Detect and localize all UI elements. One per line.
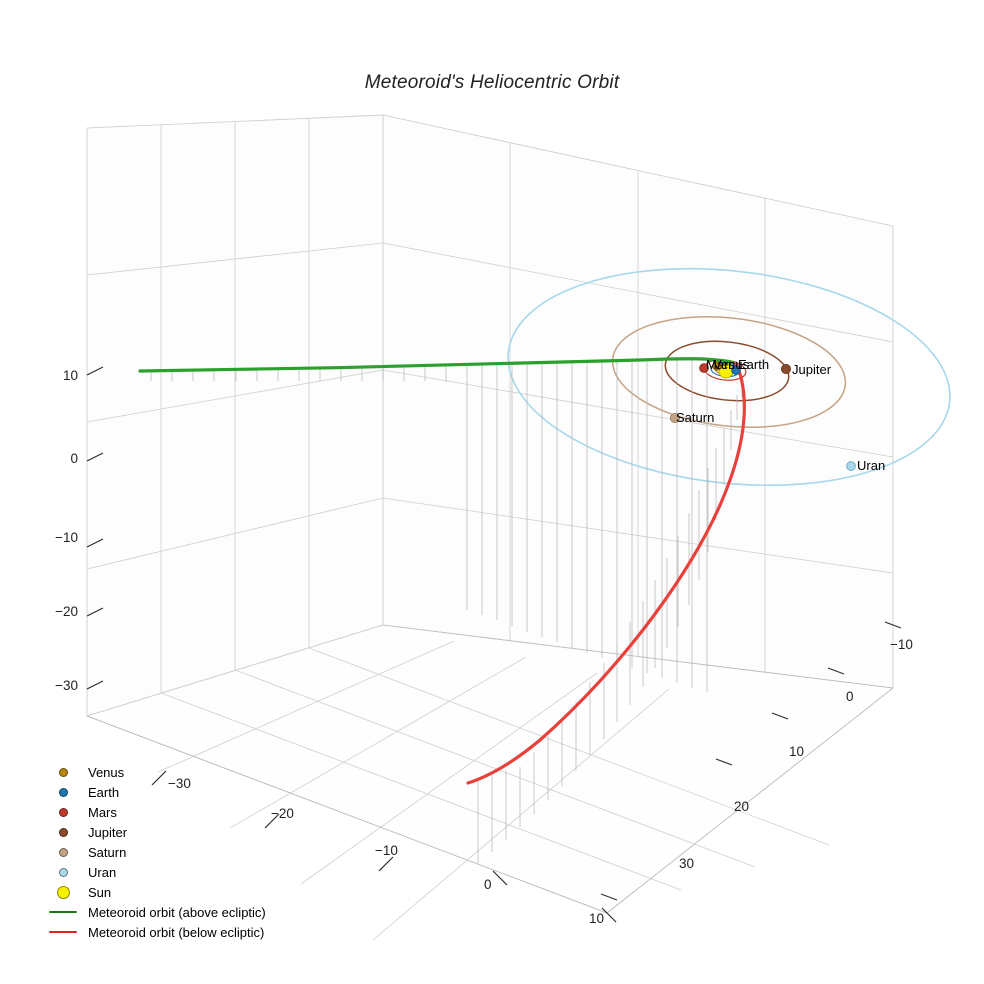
- legend-marker-uran-icon: [46, 867, 80, 877]
- x-tick-label-m30: −30: [168, 776, 191, 791]
- plot-label-uran: Uran: [857, 458, 886, 473]
- trajectory-stem-lines: [150, 358, 743, 863]
- marker-saturn: [670, 412, 681, 423]
- axis-tick-marks: [86, 366, 902, 923]
- legend-line-below-ecliptic-icon: [46, 930, 80, 934]
- plot-label-saturn: Saturn: [676, 410, 715, 425]
- legend-marker-venus-icon: [46, 767, 80, 777]
- legend-item-uran[interactable]: Uran: [46, 862, 346, 882]
- z-tick-label-m10: −10: [55, 530, 78, 545]
- legend-item-saturn[interactable]: Saturn: [46, 842, 346, 862]
- legend-item-sun[interactable]: Sun: [46, 882, 346, 902]
- legend-label-orbit-above: Meteoroid orbit (above ecliptic): [88, 904, 266, 920]
- z-tick-label-m20: −20: [55, 604, 78, 619]
- plot-label-mars: Mars: [706, 357, 735, 372]
- legend-marker-saturn-icon: [46, 847, 80, 857]
- legend-label-mars: Mars: [88, 804, 117, 820]
- y-tick-label-m10: −10: [890, 637, 913, 652]
- plot-label-jupiter: Jupiter: [792, 362, 832, 377]
- orbit-ellipse-uran: [507, 267, 951, 487]
- legend-label-earth: Earth: [88, 784, 120, 800]
- plot-label-venus: Venus: [713, 357, 750, 372]
- legend-item-orbit-above[interactable]: Meteoroid orbit (above ecliptic): [46, 902, 346, 922]
- legend-item-venus[interactable]: Venus: [46, 762, 346, 782]
- z-tick-label-0: 0: [70, 451, 78, 466]
- legend-label-sun: Sun: [88, 884, 112, 900]
- meteoroid-orbit-above-ecliptic: [138, 357, 737, 373]
- x-tick-label-10: 10: [589, 911, 605, 926]
- y-tick-label-30: 30: [679, 856, 695, 871]
- legend-label-jupiter: Jupiter: [88, 824, 128, 840]
- z-tick-label-10: 10: [62, 368, 78, 383]
- legend-item-mars[interactable]: Mars: [46, 802, 346, 822]
- axes-gridlines: [86, 114, 894, 941]
- legend-item-earth[interactable]: Earth: [46, 782, 346, 802]
- y-tick-label-10: 10: [789, 744, 805, 759]
- legend-label-venus: Venus: [88, 764, 125, 780]
- legend-label-uran: Uran: [88, 864, 117, 880]
- orbit-ellipse-saturn: [611, 315, 847, 429]
- page-title: Meteoroid's Heliocentric Orbit: [364, 72, 620, 93]
- y-tick-label-20: 20: [734, 799, 750, 814]
- legend-line-above-ecliptic-icon: [46, 910, 80, 914]
- y-tick-label-0: 0: [846, 689, 854, 704]
- planet-markers: [670, 361, 856, 471]
- legend-marker-jupiter-icon: [46, 827, 80, 837]
- legend: Venus Earth Mars Jupiter Saturn: [46, 762, 346, 942]
- z-tick-label-m30: −30: [55, 678, 78, 693]
- legend-marker-mars-icon: [46, 807, 80, 817]
- x-tick-label-m20: −20: [271, 806, 294, 821]
- legend-label-saturn: Saturn: [88, 844, 127, 860]
- marker-mars: [699, 363, 709, 373]
- marker-venus: [712, 361, 722, 371]
- legend-item-jupiter[interactable]: Jupiter: [46, 822, 346, 842]
- x-tick-label-m10: −10: [375, 843, 398, 858]
- planet-orbit-ellipses: [507, 267, 951, 487]
- x-tick-label-0: 0: [484, 877, 492, 892]
- marker-jupiter: [781, 363, 792, 374]
- marker-earth: [731, 365, 741, 375]
- legend-marker-earth-icon: [46, 787, 80, 797]
- legend-marker-sun-icon: [46, 885, 80, 899]
- legend-label-orbit-below: Meteoroid orbit (below ecliptic): [88, 924, 265, 940]
- plot-label-earth: Earth: [738, 357, 770, 372]
- meteoroid-orbit-below-ecliptic: [466, 361, 746, 785]
- orbit-ellipse-jupiter: [664, 340, 790, 402]
- legend-item-orbit-below[interactable]: Meteoroid orbit (below ecliptic): [46, 922, 346, 942]
- marker-uran: [846, 461, 856, 471]
